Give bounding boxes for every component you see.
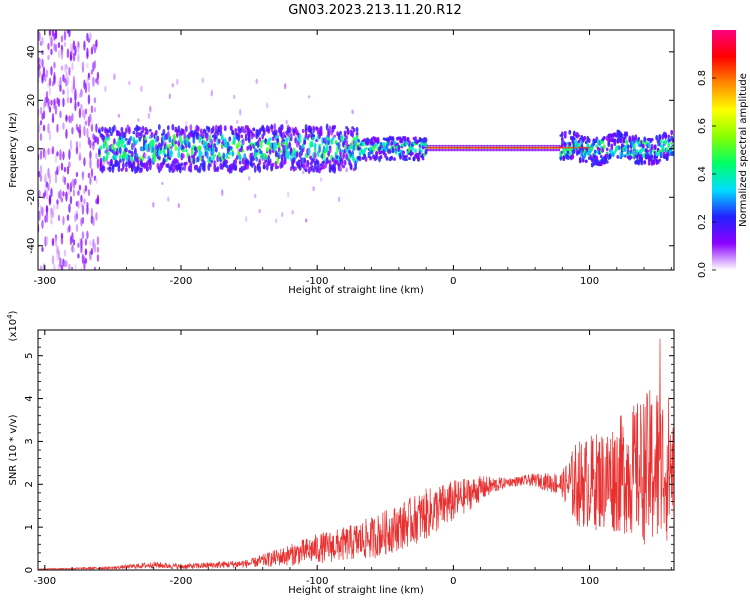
- x-tick-label: 100: [580, 276, 599, 287]
- x-tick-label: -100: [306, 276, 329, 287]
- y-tick-4: 40: [26, 45, 674, 58]
- y-tick-label: 40: [26, 45, 37, 58]
- y-tick-1: -20: [26, 189, 674, 205]
- x-tick-4: 100: [580, 330, 599, 587]
- colorbar-tick-3: 0.6: [697, 118, 716, 134]
- y-tick-2: 2: [24, 481, 674, 487]
- snr-x-ticks: -300 -200 -100 0 100: [33, 330, 672, 587]
- colorbar-tick-label: 0.2: [697, 214, 708, 230]
- y-tick-label: 4: [24, 395, 35, 401]
- y-tick-label: 20: [26, 94, 37, 107]
- colorbar-tick-4: 0.8: [697, 70, 716, 86]
- x-tick-label: 100: [580, 576, 599, 587]
- x-tick-label: 0: [450, 276, 456, 287]
- x-tick-label: -200: [170, 276, 193, 287]
- y-tick-5: 5: [24, 353, 674, 359]
- spectrogram-heatmap: [38, 30, 674, 270]
- y-tick-label: 0: [26, 146, 37, 152]
- x-tick-label: -200: [170, 576, 193, 587]
- spectrogram-y-label: Frequency (Hz): [8, 112, 19, 188]
- y-tick-0: 0: [24, 567, 674, 573]
- x-tick-label: -100: [306, 576, 329, 587]
- x-tick-3: 0: [450, 30, 457, 287]
- figure-title: GN03.2023.213.11.20.R12: [288, 3, 462, 18]
- y-tick-3: 20: [26, 94, 674, 107]
- x-tick-3: 0: [450, 330, 457, 587]
- colorbar-tick-label: 0.8: [697, 70, 708, 86]
- colorbar-tick-2: 0.4: [697, 166, 716, 182]
- snr-y-multiplier: (x104): [6, 310, 19, 341]
- y-tick-label: 0: [24, 567, 35, 573]
- x-tick-label: -300: [33, 576, 56, 587]
- snr-x-label: Height of straight line (km): [288, 585, 424, 596]
- y-tick-label: 3: [24, 438, 35, 444]
- snr-y-ticks: 0 1 2 3 4 5: [24, 338, 674, 573]
- snr-series-line: [38, 338, 674, 570]
- y-tick-4: 4: [24, 395, 674, 402]
- spectrogram-x-ticks: -300 -200 -100 0 100: [33, 30, 672, 287]
- x-tick-2: -100: [306, 30, 329, 287]
- x-tick-0: -300: [33, 330, 56, 587]
- colorbar-gradient: [712, 30, 736, 270]
- x-tick-4: 100: [580, 30, 599, 287]
- y-tick-1: 1: [24, 524, 674, 530]
- x-tick-2: -100: [306, 330, 329, 587]
- x-tick-1: -200: [170, 330, 193, 587]
- y-tick-3: 3: [24, 438, 674, 445]
- spectrogram-frame: [37, 29, 675, 271]
- colorbar-tick-0: 0.0: [697, 262, 716, 278]
- spectrogram-x-label: Height of straight line (km): [288, 285, 424, 296]
- colorbar-ticks: 0.0 0.2 0.4 0.6 0.8: [697, 70, 716, 278]
- colorbar-label: Normalized spectral amplitude: [738, 73, 749, 227]
- colorbar-tick-1: 0.2: [697, 214, 716, 230]
- y-tick-2: 0: [26, 146, 674, 152]
- x-tick-0: -300: [33, 30, 56, 287]
- y-tick-label: 5: [24, 353, 35, 359]
- y-tick-label: -40: [26, 238, 37, 254]
- snr-y-label: SNR (10 * v/v): [8, 414, 19, 485]
- y-tick-label: -20: [26, 189, 37, 205]
- colorbar-tick-label: 0.4: [697, 166, 708, 182]
- y-tick-label: 2: [24, 481, 35, 487]
- colorbar: 0.0 0.2 0.4 0.6 0.8 Normalized spectral ampl…: [697, 30, 749, 278]
- colorbar-tick-label: 0.0: [697, 262, 708, 278]
- x-tick-label: 0: [450, 576, 456, 587]
- spectrogram-y-ticks: -40 -20 0 20 40: [26, 45, 674, 254]
- colorbar-tick-label: 0.6: [697, 118, 708, 134]
- x-tick-label: -300: [33, 276, 56, 287]
- y-tick-0: -40: [26, 238, 674, 254]
- y-tick-label: 1: [24, 524, 35, 530]
- snr-panel: -300 -200 -100 0 100 0 1 2 3 4 5 Height of straig…: [6, 310, 675, 596]
- x-tick-1: -200: [170, 30, 193, 287]
